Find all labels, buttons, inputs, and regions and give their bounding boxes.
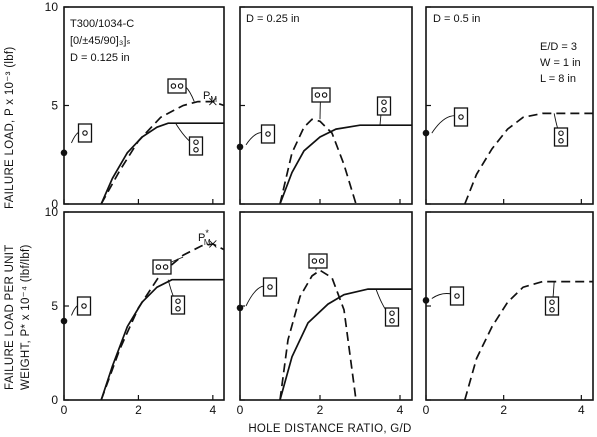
series-line-solid [100, 278, 224, 401]
max-specific-load-subscript: M [204, 238, 211, 247]
specimen-hole-2-1-1 [558, 138, 564, 144]
panel-frame [425, 211, 594, 401]
y-tick-label: 5 [51, 299, 58, 313]
y-tick-label: 5 [51, 99, 58, 113]
single-hole-point [60, 149, 68, 157]
x-tick-label: 2 [500, 403, 507, 417]
specimen-hole-0-0-0 [82, 130, 88, 136]
specimen-hole-4-2-1 [389, 318, 395, 324]
panel-bottom-middle: 0 2 4 [236, 211, 413, 417]
specimen-hole-4-0-0 [267, 284, 273, 290]
x-tick-label: 4 [578, 403, 585, 417]
specimen-hole-4-1-1 [318, 258, 325, 264]
panel-top-right [422, 6, 594, 205]
series-line-dashed [463, 280, 593, 401]
layup-label: [0/±45/90]₃]ₛ [70, 35, 131, 47]
x-tick-label: 4 [209, 403, 216, 417]
specimen-hole-5-0-0 [454, 293, 460, 299]
specimen-hole-3-2-1 [175, 306, 181, 312]
max-specific-load-superscript: * [205, 228, 209, 238]
specimen-hole-2-1-0 [558, 130, 564, 136]
y-tick-label: 10 [45, 205, 59, 219]
series-line-dashed [100, 100, 225, 205]
y-tick-label: 0 [51, 197, 58, 211]
max-load-label: PM [203, 90, 217, 104]
specimen-icon-0-2 [188, 136, 204, 156]
max-specific-load-symbol: P [198, 232, 205, 244]
specimen-hole-5-1-1 [549, 307, 555, 313]
specimen-icon-4-2 [384, 307, 400, 327]
series-line-dashed [464, 112, 593, 205]
length-label: L = 8 in [540, 73, 576, 85]
specimen-icon-3-1 [152, 259, 172, 275]
specimen-hole-4-2-0 [389, 310, 395, 316]
specimen-icon-3-2 [170, 295, 186, 315]
panel-top-left: 0 5 10 [45, 0, 225, 211]
specimen-hole-1-2-0 [381, 99, 387, 105]
y-axis-label-bottom-line2: WEIGHT, P* x 10⁻⁴ (lbf/lbf) [20, 244, 32, 390]
specimen-hole-0-1-0 [170, 83, 177, 89]
specimen-hole-5-1-0 [549, 299, 555, 305]
specimen-hole-2-0-0 [458, 114, 464, 120]
single-hole-point [236, 304, 244, 312]
single-hole-point [60, 317, 68, 325]
series-line-solid [100, 122, 224, 205]
specimen-hole-3-2-0 [175, 298, 181, 304]
specimen-icon-0-1 [167, 78, 187, 94]
specimen-hole-3-0-0 [81, 303, 87, 309]
width-label: W = 1 in [540, 57, 581, 69]
specimen-hole-4-1-0 [311, 258, 318, 264]
panel-bottom-right: 0 2 4 [422, 211, 594, 417]
specimen-hole-1-2-1 [381, 107, 387, 113]
specimen-hole-0-1-1 [177, 83, 184, 89]
max-load-subscript: M [210, 95, 217, 104]
max-specific-load-label: P* M [198, 228, 211, 247]
x-tick-label: 0 [237, 403, 244, 417]
y-axis-label-bottom-line1: FAILURE LOAD PER UNIT [4, 244, 16, 390]
panel-frame [425, 6, 594, 205]
panel-bottom-left: 0 2 4 0 5 10 [45, 205, 225, 417]
specimen-icon-2-1 [553, 127, 569, 147]
x-tick-label: 0 [423, 403, 430, 417]
max-load-symbol: P [203, 90, 210, 102]
y-tick-label: 10 [45, 0, 59, 14]
specimen-hole-0-2-0 [193, 139, 199, 145]
specimen-hole-1-0-0 [265, 131, 271, 137]
specimen-hole-0-2-1 [193, 147, 199, 153]
specimen-icon-1-2 [376, 96, 392, 116]
series-line-dashed [279, 118, 357, 205]
diameter-label-2: D = 0.25 in [246, 13, 300, 25]
x-tick-label: 0 [61, 403, 68, 417]
series-line-dashed [100, 243, 225, 401]
specimen-icon-1-1 [311, 87, 331, 103]
diameter-label-3: D = 0.5 in [433, 13, 480, 25]
series-line-dashed [279, 269, 357, 401]
series-line-solid [279, 124, 412, 205]
max-point-marker [209, 97, 217, 106]
diameter-label-1: D = 0.125 in [70, 52, 130, 64]
x-tick-label: 2 [317, 403, 324, 417]
series-line-solid [279, 288, 412, 401]
specimen-hole-3-1-1 [162, 264, 169, 270]
panel-top-middle [236, 6, 413, 205]
x-tick-label: 2 [135, 403, 142, 417]
y-axis-label-top: FAILURE LOAD, P x 10⁻³ (lbf) [4, 46, 16, 209]
specimen-icon-4-1 [308, 253, 328, 269]
y-tick-label: 0 [51, 393, 58, 407]
x-tick-label: 4 [397, 403, 404, 417]
edge-ratio-label: E/D = 3 [540, 41, 577, 53]
specimen-hole-1-1-0 [314, 92, 321, 98]
single-hole-point [422, 297, 430, 304]
max-point-marker [209, 240, 217, 248]
specimen-hole-1-1-1 [321, 92, 328, 98]
specimen-icon-5-1 [544, 296, 560, 316]
single-hole-point [236, 143, 244, 151]
x-axis-label: HOLE DISTANCE RATIO, G/D [248, 423, 411, 435]
single-hole-point [422, 129, 430, 137]
specimen-hole-3-1-0 [155, 264, 162, 270]
material-label: T300/1034-C [70, 18, 134, 30]
